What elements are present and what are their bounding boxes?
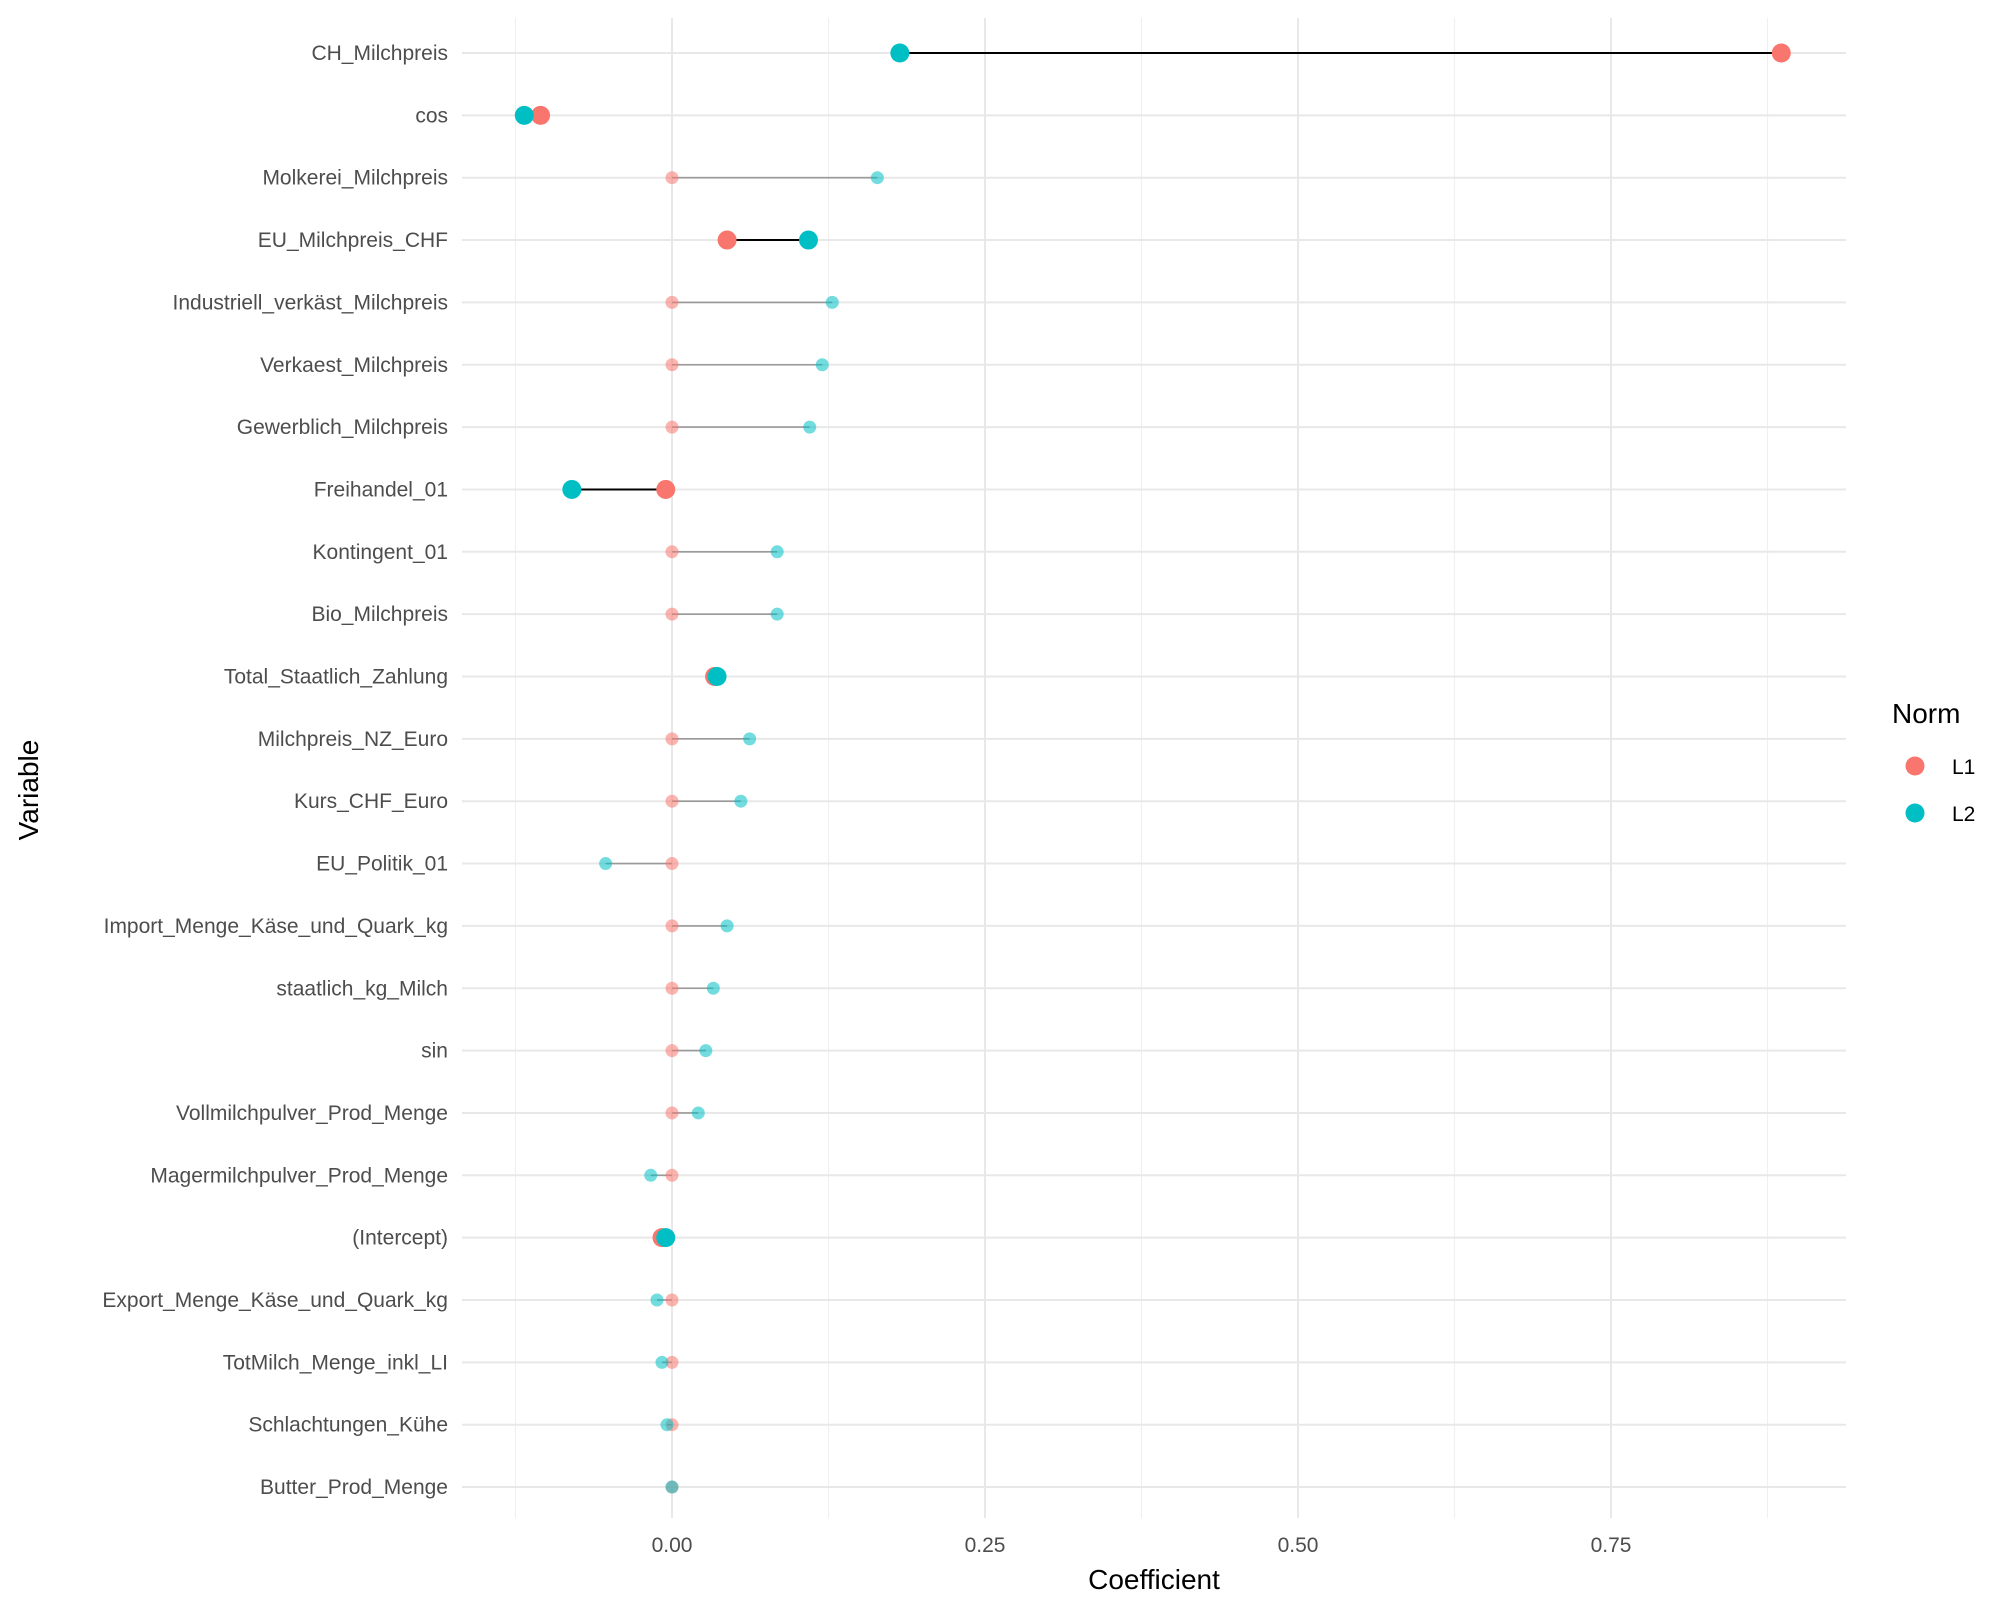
y-tick-label-eu-milchpreis-chf: EU_Milchpreis_CHF [258,229,448,252]
point-l1-kurs-chf-euro [665,794,679,808]
x-tick-label: 0.25 [965,1534,1006,1557]
point-l2-totmilch-menge-inkl-li [655,1355,669,1369]
x-tick-label: 0.75 [1591,1534,1632,1557]
legend-entries: L1 L2 [1905,756,1975,826]
point-l1-gewerblich-milchpreis [665,420,679,434]
point-l1-ch-milchpreis [1771,43,1791,63]
point-l2-export-menge-k-se-und-quark-kg [650,1293,664,1307]
x-tick-label: 0.00 [652,1534,693,1557]
point-l1-magermilchpulver-prod-menge [665,1168,679,1182]
point-l1-vollmilchpulver-prod-menge [665,1106,679,1120]
y-tick-label-kurs-chf-euro: Kurs_CHF_Euro [294,790,448,813]
point-l2-industriell-verk-st-milchpreis [825,295,839,309]
y-tick-label-eu-politik-01: EU_Politik_01 [316,853,448,876]
y-tick-label-milchpreis-nz-euro: Milchpreis_NZ_Euro [258,728,448,751]
point-l1-staatlich-kg-milch [665,981,679,995]
point-l2-freihandel-01 [562,479,582,499]
point-l2-staatlich-kg-milch [706,981,720,995]
point-l2-eu-milchpreis-chf [798,230,818,250]
point-l2-gewerblich-milchpreis [803,420,817,434]
y-tick-label-totmilch-menge-inkl-li: TotMilch_Menge_inkl_LI [223,1351,448,1374]
point-l2-eu-politik-01 [599,857,613,871]
y-axis-title: Variable [13,740,44,841]
point-l1-bio-milchpreis [665,607,679,621]
point-l2-cos [514,105,534,125]
x-tick-label: 0.50 [1278,1534,1319,1557]
point-l2-bio-milchpreis [770,607,784,621]
y-tick-label-bio-milchpreis: Bio_Milchpreis [311,603,448,626]
legend-key-l2 [1905,803,1925,823]
point-l1-import-menge-k-se-und-quark-kg [665,919,679,933]
point-l2-molkerei-milchpreis [870,171,884,185]
x-axis-tick-labels: 0.00 0.25 0.50 0.75 [652,1534,1632,1557]
point-l1-totmilch-menge-inkl-li [665,1355,679,1369]
point-l1-industriell-verk-st-milchpreis [665,295,679,309]
point-l1-molkerei-milchpreis [665,171,679,185]
y-tick-label-cos: cos [415,104,448,127]
y-tick-label-kontingent-01: Kontingent_01 [313,541,448,564]
point-l2-sin [699,1044,713,1058]
point-l1-eu-milchpreis-chf [717,230,737,250]
dumbbell-segments [524,52,1782,1426]
point-l2-import-menge-k-se-und-quark-kg [720,919,734,933]
y-tick-label-freihandel-01: Freihandel_01 [314,478,448,501]
y-tick-label-verkaest-milchpreis: Verkaest_Milchpreis [260,354,448,377]
y-tick-label-industriell-verk-st-milchpreis: Industriell_verkäst_Milchpreis [173,291,448,314]
point-l2-vollmilchpulver-prod-menge [691,1106,705,1120]
point-l2-ch-milchpreis [890,43,910,63]
point-l1-export-menge-k-se-und-quark-kg [665,1293,679,1307]
point-l1-kontingent-01 [665,545,679,559]
point-l2-butter-prod-menge [665,1480,679,1494]
y-tick-label-export-menge-k-se-und-quark-kg: Export_Menge_Käse_und_Quark_kg [102,1289,448,1312]
point-l1-verkaest-milchpreis [665,358,679,372]
legend-label-l2: L2 [1952,803,1975,826]
y-tick-label-gewerblich-milchpreis: Gewerblich_Milchpreis [237,416,448,439]
y-tick-label-schlachtungen-k-he: Schlachtungen_Kühe [248,1414,448,1437]
point-l2-schlachtungen-k-he [660,1418,674,1432]
point-l1-cos [531,105,551,125]
point-l2-kontingent-01 [770,545,784,559]
dumbbell-points [514,43,1791,1494]
point-l2-magermilchpulver-prod-menge [644,1168,658,1182]
y-tick-label-butter-prod-menge: Butter_Prod_Menge [260,1476,448,1499]
legend: Norm L1 L2 [1892,698,1975,826]
y-tick-label-intercept: (Intercept) [352,1227,448,1250]
point-l1-sin [665,1044,679,1058]
point-l2-total-staatlich-zahlung [707,667,727,686]
point-l1-milchpreis-nz-euro [665,732,679,746]
y-tick-label-total-staatlich-zahlung: Total_Staatlich_Zahlung [224,666,448,689]
grid-lines [462,18,1846,1518]
legend-title: Norm [1892,698,1960,729]
point-l1-freihandel-01 [656,479,676,499]
legend-key-l1 [1905,756,1925,776]
point-l2-kurs-chf-euro [734,794,748,808]
y-tick-label-molkerei-milchpreis: Molkerei_Milchpreis [262,167,448,190]
point-l2-milchpreis-nz-euro [743,732,757,746]
y-tick-label-ch-milchpreis: CH_Milchpreis [311,42,448,65]
y-tick-label-vollmilchpulver-prod-menge: Vollmilchpulver_Prod_Menge [176,1102,448,1125]
x-axis-title: Coefficient [1088,1564,1220,1595]
legend-label-l1: L1 [1952,756,1975,779]
y-tick-label-import-menge-k-se-und-quark-kg: Import_Menge_Käse_und_Quark_kg [104,915,448,938]
point-l2-intercept [656,1228,676,1248]
y-tick-label-staatlich-kg-milch: staatlich_kg_Milch [276,977,448,1000]
y-tick-label-magermilchpulver-prod-menge: Magermilchpulver_Prod_Menge [150,1164,448,1187]
point-l2-verkaest-milchpreis [815,358,829,372]
y-tick-label-sin: sin [421,1040,448,1063]
point-l1-eu-politik-01 [665,857,679,871]
